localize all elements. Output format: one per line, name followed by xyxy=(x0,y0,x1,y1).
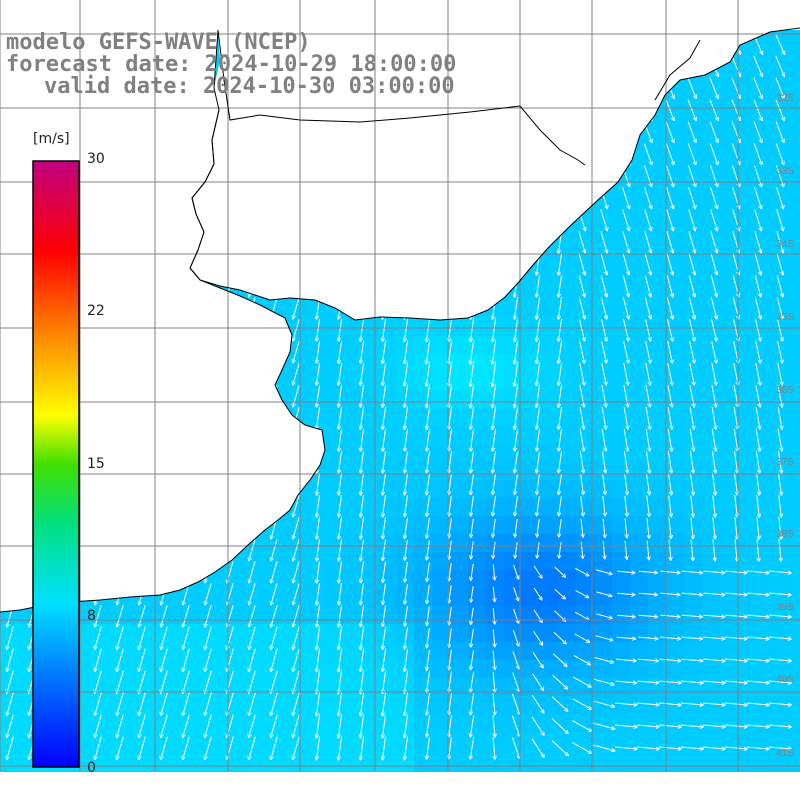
lat-label: 40S xyxy=(776,674,794,685)
colorbar xyxy=(32,160,80,768)
lat-label: 35S xyxy=(776,312,794,323)
title-model: modelo GEFS-WAVE (NCEP) xyxy=(6,30,311,55)
colorbar-tick-0: 0 xyxy=(87,760,96,776)
colorbar-tick-8: 8 xyxy=(87,608,96,624)
lat-lon-grid xyxy=(0,0,800,772)
colorbar-tick-30: 30 xyxy=(87,151,105,167)
header-blank xyxy=(0,0,800,30)
lat-label: 38S xyxy=(776,529,794,540)
colorbar-tick-15: 15 xyxy=(87,456,105,472)
lat-label: 36S xyxy=(776,385,794,396)
colorbar-unit: [m/s] xyxy=(33,131,70,147)
land-mask xyxy=(0,0,800,612)
title-valid-date: valid date: 2024-10-30 03:00:00 xyxy=(44,74,455,99)
lat-label: 37S xyxy=(776,457,794,468)
latitude-labels: 32S 33S 34S 35S 36S 37S 38S 39S 40S 41S xyxy=(776,93,794,759)
lat-label: 33S xyxy=(776,166,794,177)
colorbar-tick-22: 22 xyxy=(87,303,105,319)
lat-label: 34S xyxy=(776,239,794,250)
lat-label: 41S xyxy=(776,748,794,759)
coastline xyxy=(0,27,800,613)
lat-label: 39S xyxy=(776,602,794,613)
lat-label: 32S xyxy=(776,93,794,104)
title-forecast-date: forecast date: 2024-10-29 18:00:00 xyxy=(6,52,457,77)
land-uruguay-brazil xyxy=(0,0,800,320)
land-argentina xyxy=(0,30,325,612)
